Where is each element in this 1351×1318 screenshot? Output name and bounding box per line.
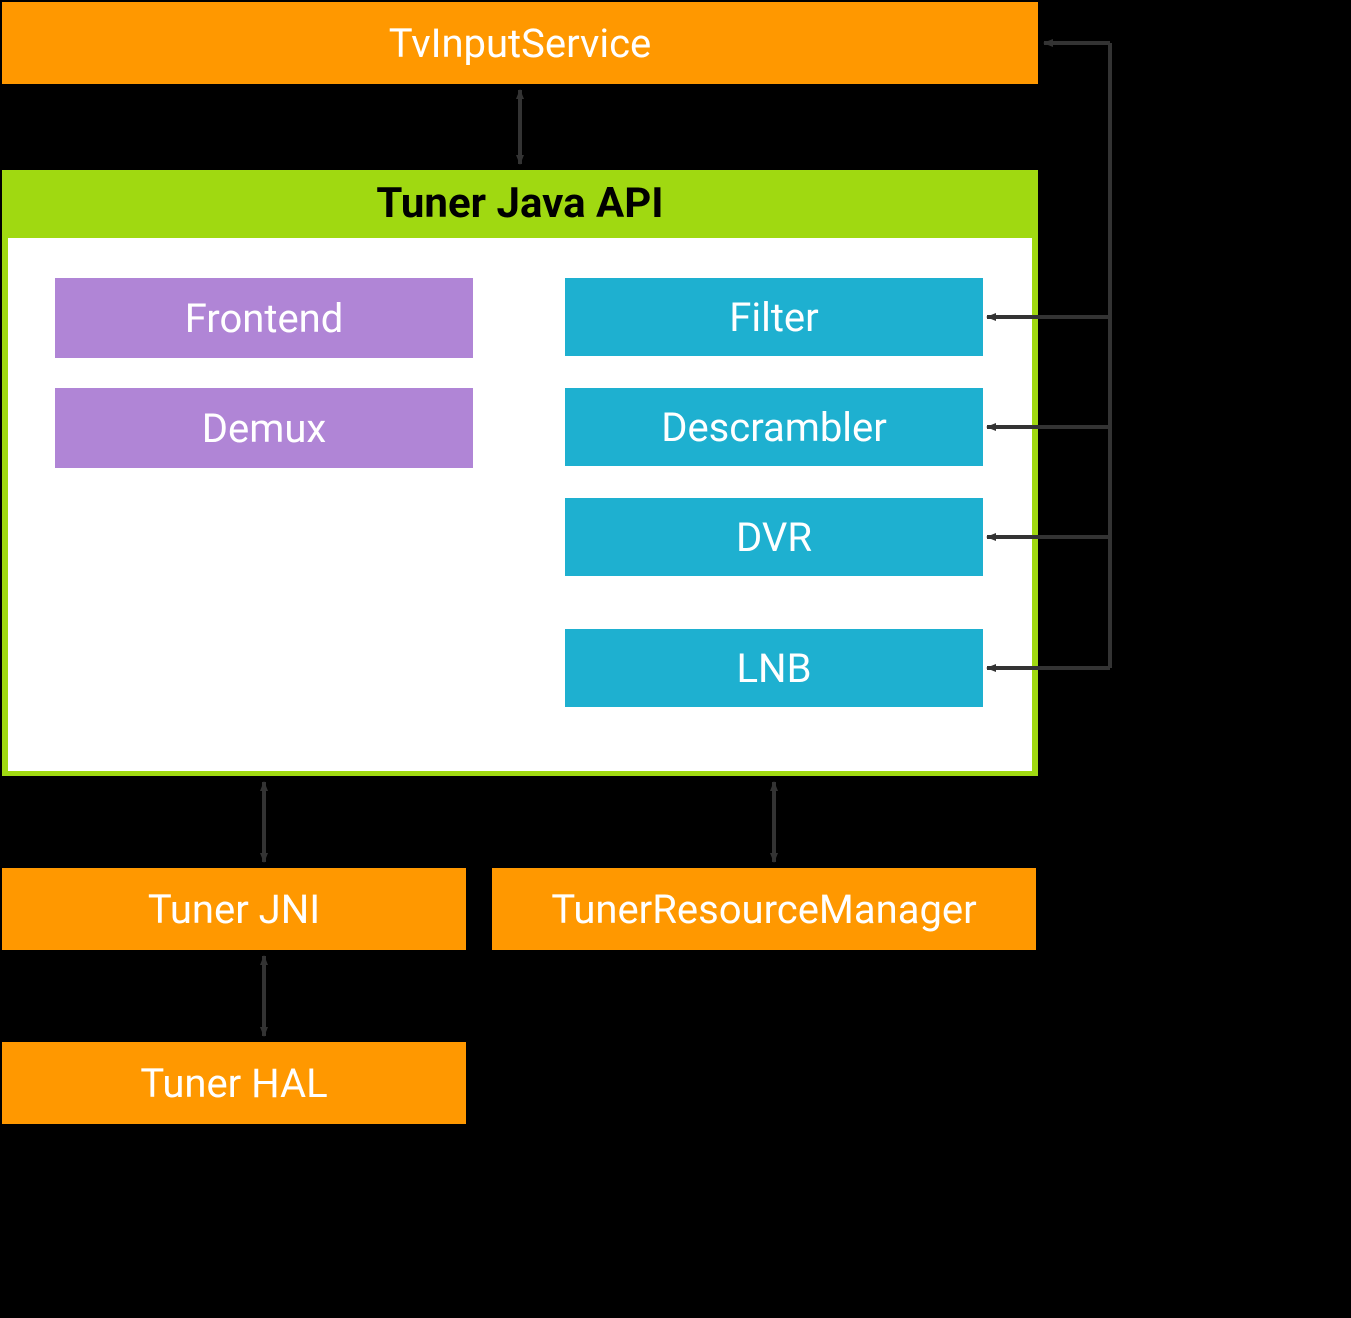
tv-input-service-box: TvInputService <box>0 0 1040 86</box>
demux-box: Demux <box>55 388 473 468</box>
tuner-jni-box: Tuner JNI <box>0 866 468 952</box>
filter-box: Filter <box>565 278 983 356</box>
tuner-hal-box: Tuner HAL <box>0 1040 468 1126</box>
tuner-resource-manager-box: TunerResourceManager <box>490 866 1038 952</box>
descrambler-box: Descrambler <box>565 388 983 466</box>
lnb-box: LNB <box>565 629 983 707</box>
frontend-box: Frontend <box>55 278 473 358</box>
dvr-box: DVR <box>565 498 983 576</box>
tuner-java-api-title: Tuner Java API <box>0 168 1040 238</box>
